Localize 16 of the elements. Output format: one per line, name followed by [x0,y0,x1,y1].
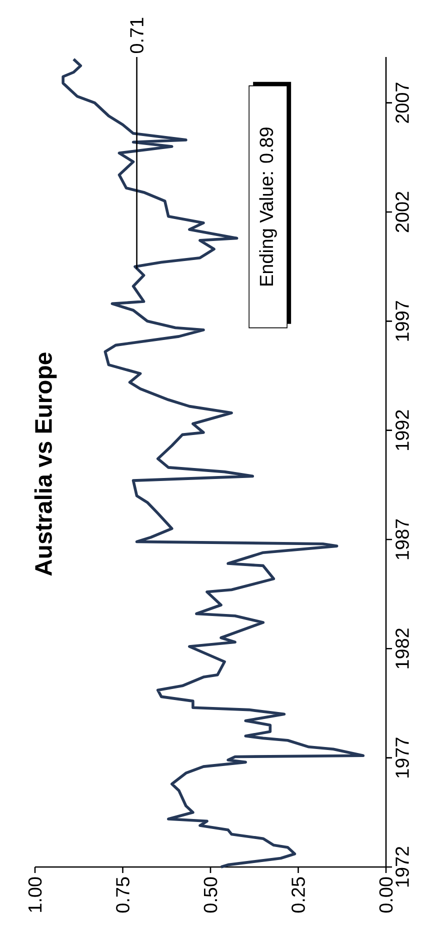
y-tick-label: 1977 [396,738,409,778]
y-tick-label: 1992 [396,410,409,450]
y-tick-label: 2007 [396,82,409,123]
x-tick-label: 0.50 [204,877,218,913]
x-tick-label: 0.00 [379,877,393,913]
y-tick-label: 1982 [396,628,409,668]
text: Australia vs Europe [34,352,57,576]
y-tick-label: 1972 [396,846,409,887]
annotation: 0.71 [130,18,144,54]
x-tick-label: 0.25 [292,877,305,913]
y-tick-label: 1997 [396,301,409,341]
y-tick-label: 2002 [396,192,409,232]
x-tick-label: 1.00 [28,877,42,912]
x-tick-label: 0.75 [116,877,130,913]
y-tick-label: 1987 [396,519,409,560]
annotation: Ending Value: 0.89 [259,128,277,286]
